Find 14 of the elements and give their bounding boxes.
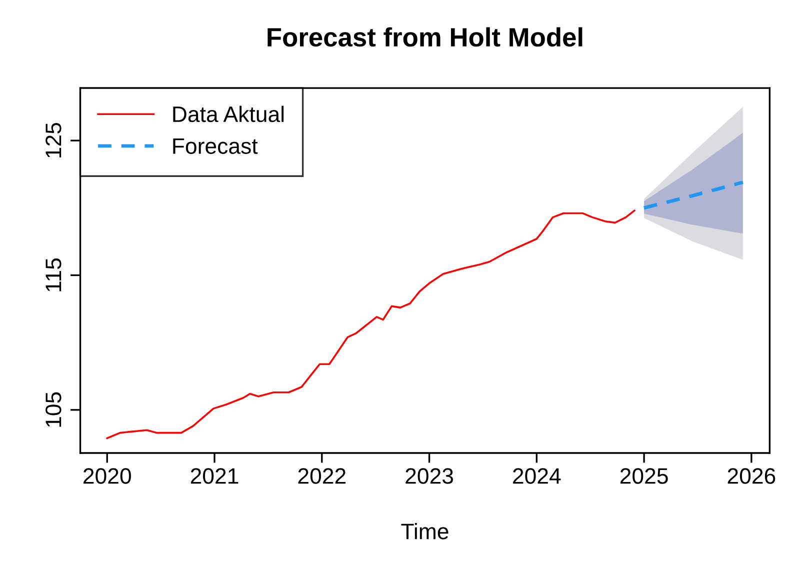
legend-label: Forecast <box>173 138 258 154</box>
y-tick-label: 125 <box>46 122 62 158</box>
x-tick-label: 2021 <box>190 468 238 484</box>
x-tick-label: 2020 <box>84 468 131 484</box>
x-tick-label: 2023 <box>406 468 454 484</box>
legend-label: Data Aktual <box>173 106 284 122</box>
chart-title: Forecast from Holt Model <box>268 27 582 47</box>
x-tick-label: 2022 <box>298 468 346 484</box>
x-tick-label: 2024 <box>513 468 561 484</box>
x-tick-label: 2025 <box>620 468 668 484</box>
y-tick-label: 115 <box>46 258 62 292</box>
x-axis-title: Time <box>401 523 448 540</box>
x-tick-label: 2026 <box>728 468 776 484</box>
y-tick-label: 105 <box>46 392 62 427</box>
